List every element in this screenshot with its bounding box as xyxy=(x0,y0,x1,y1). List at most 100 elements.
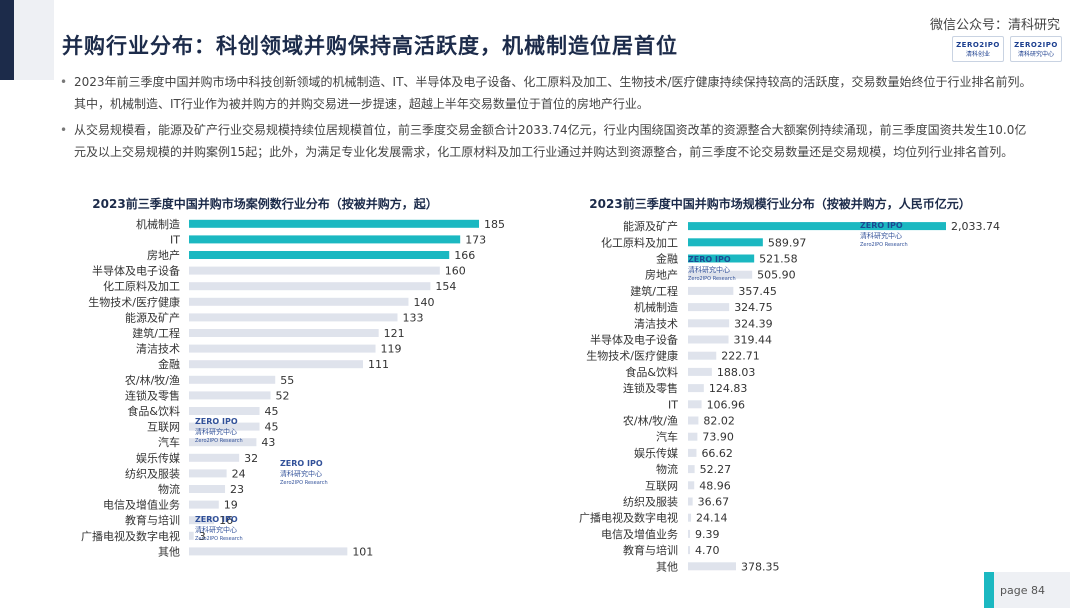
bar xyxy=(189,391,271,400)
category-label: 化工原料及加工 xyxy=(103,279,180,293)
bar xyxy=(688,400,702,409)
category-label: 汽车 xyxy=(656,430,678,444)
category-label: 连锁及零售 xyxy=(125,388,180,402)
value-label: 2,033.74 xyxy=(951,220,1000,233)
value-label: 82.02 xyxy=(703,415,735,428)
value-label: 188.03 xyxy=(717,366,756,379)
page-title: 并购行业分布：科创领域并购保持高活跃度，机械制造位居首位 xyxy=(62,34,678,58)
value-label: 173 xyxy=(465,233,486,246)
category-label: 农/林/牧/渔 xyxy=(125,373,180,387)
value-label: 222.71 xyxy=(721,350,760,363)
value-label: 32 xyxy=(244,452,258,465)
category-label: 金融 xyxy=(656,252,678,266)
value-label: 185 xyxy=(484,218,505,231)
svg-text:清科研究中心: 清科研究中心 xyxy=(860,231,902,240)
page-number: page 84 xyxy=(1000,584,1045,597)
value-label: 324.39 xyxy=(734,317,773,330)
value-label: 3 xyxy=(199,530,206,543)
bar xyxy=(189,547,348,556)
category-label: 生物技术/医疗健康 xyxy=(88,295,180,309)
accent-bar xyxy=(0,0,14,80)
category-label: 其他 xyxy=(158,545,180,558)
deal-size-chart: 2023前三季度中国并购市场规模行业分布（按被并购方，人民币亿元） 能源及矿产 2,… xyxy=(530,192,1060,572)
bar xyxy=(688,303,730,312)
footer-accent xyxy=(984,572,994,608)
value-label: 9.39 xyxy=(695,528,720,541)
value-label: 154 xyxy=(435,280,456,293)
bar xyxy=(189,266,440,275)
svg-text:ZERO IPO: ZERO IPO xyxy=(860,221,903,230)
value-label: 4.70 xyxy=(695,544,720,557)
svg-text:清科研究中心: 清科研究中心 xyxy=(195,525,237,534)
category-label: 半导体及电子设备 xyxy=(92,264,180,278)
category-label: IT xyxy=(170,233,180,246)
bar xyxy=(189,453,240,462)
logo-group: ZERO2IPO 清科创业 ZERO2IPO 清科研究中心 xyxy=(952,36,1062,62)
bar xyxy=(688,546,690,555)
bar xyxy=(688,448,697,457)
value-label: 66.62 xyxy=(701,447,733,460)
category-label: 其他 xyxy=(656,560,678,572)
category-label: 汽车 xyxy=(158,435,180,449)
accent-block xyxy=(14,0,54,80)
footer-box xyxy=(994,572,1070,608)
value-label: 101 xyxy=(352,545,373,558)
bullet-paragraph: 从交易规模看，能源及矿产行业交易规模持续位居规模首位，前三季度交易金额合计203… xyxy=(60,119,1034,163)
bar xyxy=(189,516,215,525)
bar xyxy=(189,282,431,291)
value-label: 36.67 xyxy=(698,496,730,509)
value-label: 45 xyxy=(265,421,279,434)
category-label: 纺织及服装 xyxy=(125,466,180,480)
category-label: 电信及增值业务 xyxy=(103,498,180,512)
bar xyxy=(688,416,699,425)
category-label: 清洁技术 xyxy=(136,343,180,356)
chart-title: 2023前三季度中国并购市场案例数行业分布（按被并购方，起） xyxy=(92,196,437,211)
category-label: 广播电视及数字电视 xyxy=(579,511,678,525)
svg-text:Zero2IPO Research: Zero2IPO Research xyxy=(195,536,243,542)
zero2ipo-logo: ZERO2IPO 清科创业 xyxy=(952,36,1004,62)
value-label: 106.96 xyxy=(707,398,746,411)
bar xyxy=(688,432,698,441)
svg-text:清科研究中心: 清科研究中心 xyxy=(688,265,730,274)
value-label: 111 xyxy=(368,358,389,371)
value-label: 24 xyxy=(232,467,246,480)
bar xyxy=(688,238,763,247)
category-label: 互联网 xyxy=(645,479,678,492)
bar xyxy=(189,251,450,259)
deal-size-chart-svg: 2023前三季度中国并购市场规模行业分布（按被并购方，人民币亿元） 能源及矿产 2,… xyxy=(579,196,1000,572)
bar xyxy=(189,344,376,353)
chart-title: 2023前三季度中国并购市场规模行业分布（按被并购方，人民币亿元） xyxy=(589,196,970,211)
value-label: 521.58 xyxy=(759,253,798,266)
value-label: 52.27 xyxy=(700,463,732,476)
category-label: 房地产 xyxy=(645,268,678,282)
deal-count-chart: 2023前三季度中国并购市场案例数行业分布（按被并购方，起） 机械制造 185 IT 1… xyxy=(0,192,530,572)
category-label: 娱乐传媒 xyxy=(634,446,678,460)
bar xyxy=(688,497,693,506)
value-label: 45 xyxy=(265,405,279,418)
value-label: 19 xyxy=(224,499,238,512)
bar xyxy=(189,219,479,228)
category-label: 电信及增值业务 xyxy=(601,527,678,541)
value-label: 166 xyxy=(454,249,475,262)
value-label: 73.90 xyxy=(702,431,734,444)
logo-line1: ZERO2IPO xyxy=(1014,40,1058,49)
bar xyxy=(688,254,755,263)
category-label: 娱乐传媒 xyxy=(136,451,180,465)
category-label: 半导体及电子设备 xyxy=(590,333,678,347)
bar xyxy=(688,319,730,328)
value-label: 24.14 xyxy=(696,512,728,525)
value-label: 23 xyxy=(230,483,244,496)
bar xyxy=(688,270,753,279)
bar xyxy=(688,513,692,522)
value-label: 378.35 xyxy=(741,560,780,572)
category-label: 教育与培训 xyxy=(623,543,678,557)
category-label: 建筑/工程 xyxy=(630,284,678,298)
bar xyxy=(189,422,260,431)
wechat-credit: 微信公众号：清科研究 xyxy=(929,18,1060,33)
bar xyxy=(688,367,712,376)
value-label: 357.45 xyxy=(738,285,777,298)
